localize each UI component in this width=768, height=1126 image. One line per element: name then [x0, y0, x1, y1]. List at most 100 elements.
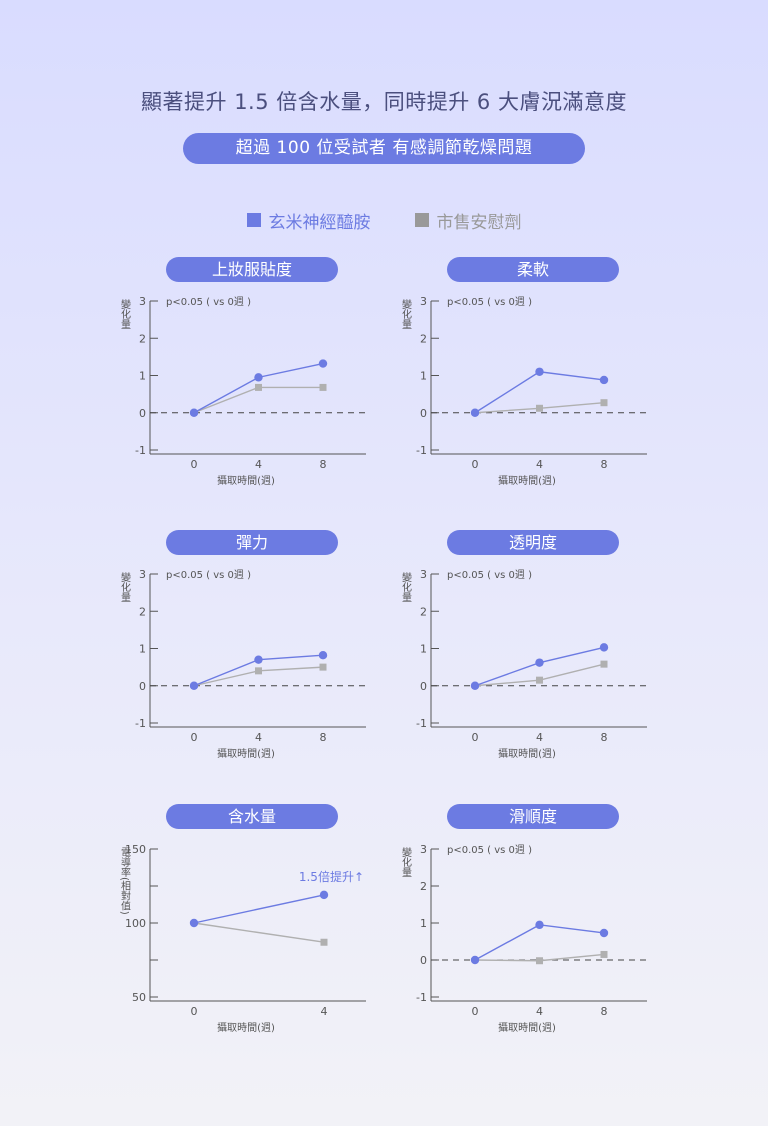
chart-clarity: 3 2 1 0 -1 0 4 8 攝取時間(週) 變化量 p<0.05 ( vs 0週 )	[400, 568, 647, 760]
legend: 玄米神經醯胺 市售安慰劑	[0, 208, 768, 233]
x-axis-label: 攝取時間(週)	[217, 474, 275, 487]
y-axis-label: 變化量	[400, 298, 412, 329]
data-point-ceramide	[254, 373, 263, 382]
y-axis-label: 電導率(相對值)	[119, 847, 131, 915]
chart-title-adhesion: 上妝服貼度	[166, 257, 338, 282]
x-tick-label: 0	[191, 1005, 198, 1018]
data-point-placebo	[319, 663, 327, 671]
y-tick-label: 0	[420, 680, 427, 693]
x-tick-label: 4	[255, 731, 262, 744]
data-point-ceramide	[254, 655, 263, 664]
y-tick-label: -1	[135, 717, 146, 730]
y-tick-label: 3	[420, 568, 427, 581]
x-tick-label: 4	[321, 1005, 328, 1018]
y-axis-label: 變化量	[119, 571, 131, 602]
y-tick-label: 100	[125, 917, 146, 930]
x-axis-label: 攝取時間(週)	[498, 1021, 556, 1034]
data-point-ceramide	[599, 375, 609, 385]
chart-softness: 3 2 1 0 -1 0 4 8 攝取時間(週) 變化量 p<0.05 ( vs 0週 )	[400, 295, 647, 487]
x-tick-label: 8	[320, 731, 327, 744]
y-tick-label: 2	[420, 880, 427, 893]
y-axis-label: 變化量	[119, 298, 131, 329]
y-axis-label: 變化量	[400, 571, 412, 602]
x-tick-label: 4	[536, 458, 543, 471]
data-point-placebo	[536, 676, 543, 684]
y-tick-label: -1	[135, 444, 146, 457]
data-point-placebo	[255, 383, 262, 391]
data-point-ceramide	[470, 408, 480, 417]
page-title: 顯著提升 1.5 倍含水量，同時提升 6 大膚況滿意度	[141, 90, 627, 114]
data-point-placebo	[536, 404, 543, 412]
data-point-ceramide	[319, 890, 329, 900]
data-point-ceramide	[318, 359, 328, 368]
y-tick-label: 1	[139, 370, 146, 383]
y-tick-label: 150	[125, 843, 146, 856]
data-point-placebo	[600, 950, 608, 958]
series-line-ceramide	[474, 924, 605, 961]
subtitle-badge: 超過 100 位受試者 有感調節乾燥問題	[183, 133, 585, 164]
y-tick-label: -1	[416, 717, 427, 730]
x-tick-label: 8	[601, 458, 608, 471]
significance-note: p<0.05 ( vs 0週 )	[447, 296, 532, 308]
series-line-placebo	[193, 922, 325, 943]
chart-smoothness: 3 2 1 0 -1 0 4 8 攝取時間(週) 變化量 p<0.05 ( vs 0週 )	[400, 843, 647, 1034]
x-tick-label: 4	[536, 1005, 543, 1018]
data-point-ceramide	[470, 681, 480, 690]
y-tick-label: 3	[139, 568, 146, 581]
data-point-ceramide	[189, 918, 199, 928]
chart-title-softness: 柔軟	[447, 257, 619, 282]
data-point-placebo	[255, 667, 262, 675]
legend-item-placebo: 市售安慰劑	[414, 208, 522, 233]
x-axis-label: 攝取時間(週)	[217, 747, 275, 760]
legend-item-ceramide: 玄米神經醯胺	[246, 208, 371, 233]
y-axis-label: 變化量	[400, 846, 412, 877]
data-point-ceramide	[189, 408, 199, 417]
y-tick-label: 0	[139, 680, 146, 693]
data-point-ceramide	[470, 955, 480, 965]
chart-title-clarity: 透明度	[447, 530, 619, 555]
y-tick-label: 3	[420, 295, 427, 308]
x-tick-label: 0	[472, 1005, 479, 1018]
x-tick-label: 8	[601, 731, 608, 744]
y-tick-label: 2	[139, 332, 146, 345]
y-tick-label: 2	[420, 605, 427, 618]
data-point-ceramide	[535, 920, 544, 930]
chart-title-elasticity: 彈力	[166, 530, 338, 555]
y-tick-label: 2	[139, 605, 146, 618]
x-tick-label: 8	[320, 458, 327, 471]
y-tick-label: 50	[132, 991, 146, 1004]
data-point-ceramide	[599, 928, 609, 938]
significance-note: p<0.05 ( vs 0週 )	[166, 296, 251, 308]
y-tick-label: 1	[420, 643, 427, 656]
chart-moisture: 150 100 50 0 4 攝取時間(週) 電導率(相對值) 1.5倍提升↑	[119, 843, 366, 1034]
x-tick-label: 0	[472, 458, 479, 471]
data-point-placebo	[320, 938, 328, 946]
x-tick-label: 0	[191, 731, 198, 744]
data-point-ceramide	[318, 651, 328, 660]
chart-title-moisture: 含水量	[166, 804, 338, 829]
y-tick-label: -1	[416, 991, 427, 1004]
data-point-ceramide	[599, 643, 609, 652]
significance-note: p<0.05 ( vs 0週 )	[447, 844, 532, 856]
series-line-placebo	[193, 386, 323, 414]
chart-title-smoothness: 滑順度	[447, 804, 619, 829]
x-tick-label: 8	[601, 1005, 608, 1018]
y-tick-label: 0	[420, 954, 427, 967]
x-axis-label: 攝取時間(週)	[498, 474, 556, 487]
y-tick-label: 3	[139, 295, 146, 308]
data-point-ceramide	[535, 658, 544, 667]
x-tick-label: 4	[536, 731, 543, 744]
legend-swatch-ceramide	[246, 213, 261, 227]
data-point-placebo	[536, 957, 543, 965]
x-tick-label: 4	[255, 458, 262, 471]
data-point-placebo	[319, 383, 327, 391]
y-tick-label: 0	[420, 407, 427, 420]
data-point-ceramide	[189, 681, 199, 690]
y-tick-label: 1	[139, 643, 146, 656]
chart-adhesion: 3 2 1 0 -1 0 4 8 攝取時間(週) 變化量 p<0.05 ( vs 0週 )	[119, 295, 366, 487]
legend-label-placebo: 市售安慰劑	[436, 212, 522, 233]
y-tick-label: 2	[420, 332, 427, 345]
chart-elasticity: 3 2 1 0 -1 0 4 8 攝取時間(週) 變化量 p<0.05 ( vs 0週 )	[119, 568, 366, 760]
series-line-ceramide	[193, 894, 325, 924]
